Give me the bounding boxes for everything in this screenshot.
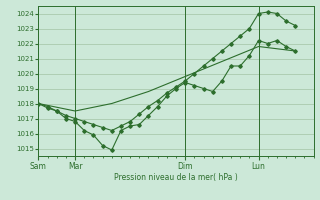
X-axis label: Pression niveau de la mer( hPa ): Pression niveau de la mer( hPa ): [114, 173, 238, 182]
